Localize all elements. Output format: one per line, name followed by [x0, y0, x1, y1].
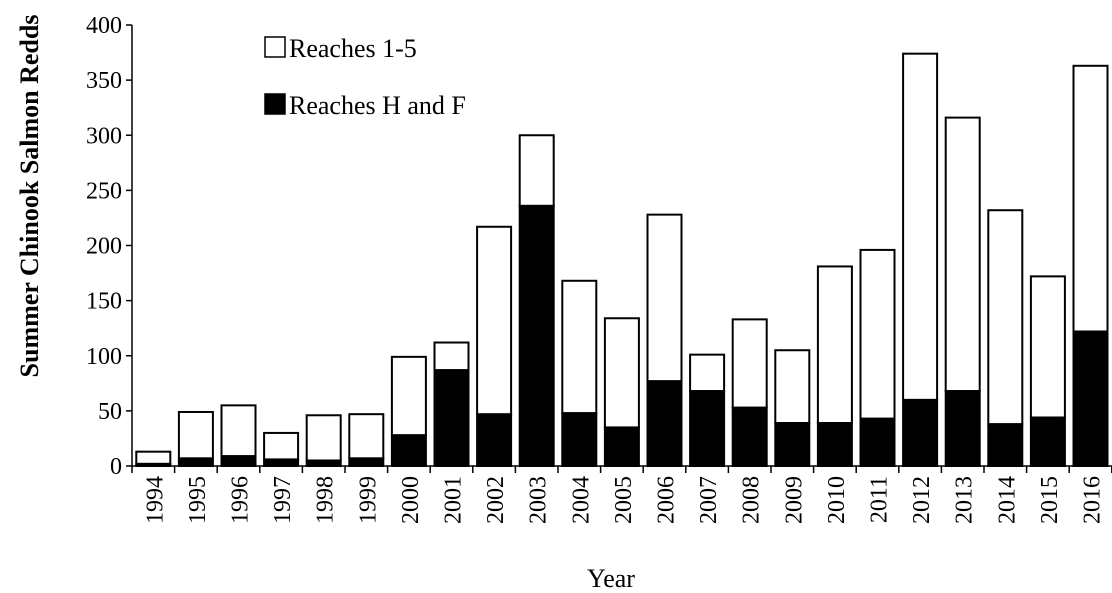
x-tick-label-2015: 2015 [1037, 476, 1063, 524]
bar-reaches-h-and-f-2011 [859, 417, 896, 467]
axes-layer [126, 24, 1112, 473]
bar-reaches-h-and-f-1995 [177, 457, 214, 467]
x-tick-label-1995: 1995 [185, 476, 211, 524]
x-tick-label-1998: 1998 [313, 476, 339, 524]
x-tick-label-2000: 2000 [398, 476, 424, 524]
legend-swatch-reaches-1-5 [264, 36, 286, 58]
bar-reaches-1-5-2010 [816, 265, 853, 425]
bar-reaches-h-and-f-2000 [390, 434, 427, 468]
bar-reaches-h-and-f-2014 [987, 423, 1024, 467]
x-tick-label-2013: 2013 [952, 476, 978, 524]
x-tick-label-1994: 1994 [142, 476, 168, 524]
x-tick-label-2011: 2011 [867, 476, 893, 523]
x-tick-label-2014: 2014 [994, 476, 1020, 524]
bar-reaches-1-5-2007 [689, 353, 726, 393]
bar-reaches-h-and-f-2003 [518, 204, 555, 467]
legend-label-reaches-1-5: Reaches 1-5 [289, 34, 417, 63]
legend-label-reaches-h-and-f: Reaches H and F [289, 91, 466, 120]
y-tick-label: 0 [110, 454, 122, 480]
legend-swatch-reaches-h-and-f [264, 93, 286, 115]
x-axis-title: Year [587, 564, 635, 593]
bar-reaches-1-5-2012 [902, 52, 939, 401]
x-tick-label-2003: 2003 [526, 476, 552, 524]
bar-reaches-1-5-1997 [263, 431, 300, 461]
bar-reaches-1-5-2013 [944, 116, 981, 393]
bar-reaches-h-and-f-2005 [603, 426, 640, 468]
bar-reaches-1-5-2014 [987, 209, 1024, 426]
bar-reaches-h-and-f-2010 [816, 422, 853, 467]
bar-reaches-1-5-2005 [603, 317, 640, 429]
y-tick-label: 250 [86, 178, 122, 204]
bar-reaches-h-and-f-2008 [731, 406, 768, 468]
bar-reaches-h-and-f-2013 [944, 390, 981, 467]
x-tick-label-2007: 2007 [696, 476, 722, 524]
bar-reaches-1-5-2002 [476, 225, 513, 416]
tick-labels-layer: 0 50 100 150 200 250 300 350 400 1994 1995 1996 1997… [86, 13, 1106, 524]
x-tick-label-2009: 2009 [781, 476, 807, 524]
bar-reaches-h-and-f-2006 [646, 380, 683, 467]
x-tick-label-2010: 2010 [824, 476, 850, 524]
bar-reaches-h-and-f-2007 [689, 390, 726, 467]
x-tick-label-2001: 2001 [441, 476, 467, 524]
bar-reaches-1-5-2006 [646, 213, 683, 383]
bar-reaches-1-5-2000 [390, 355, 427, 437]
bar-reaches-1-5-2004 [561, 279, 598, 415]
bars-layer [135, 52, 1109, 468]
bar-reaches-h-and-f-2016 [1072, 330, 1109, 467]
y-tick-label: 100 [86, 344, 122, 370]
bar-reaches-1-5-2001 [433, 341, 470, 372]
y-tick-label: 200 [86, 234, 122, 260]
bar-reaches-1-5-2016 [1072, 64, 1109, 333]
bar-reaches-h-and-f-2012 [902, 398, 939, 468]
y-tick-label: 350 [86, 68, 122, 94]
bar-reaches-1-5-2011 [859, 248, 896, 420]
x-tick-label-2002: 2002 [483, 476, 509, 524]
y-tick-label: 150 [86, 289, 122, 315]
y-tick-label: 50 [98, 399, 122, 425]
y-tick-label: 300 [86, 123, 122, 149]
x-tick-label-2012: 2012 [909, 476, 935, 524]
bar-reaches-1-5-2009 [774, 349, 811, 424]
x-tick-label-2008: 2008 [739, 476, 765, 524]
x-tick-label-1999: 1999 [355, 476, 381, 524]
bar-reaches-h-and-f-2009 [774, 422, 811, 467]
x-tick-label-2006: 2006 [654, 476, 680, 524]
bar-reaches-h-and-f-2002 [476, 413, 513, 467]
bar-reaches-h-and-f-2004 [561, 412, 598, 467]
x-tick-label-1997: 1997 [270, 476, 296, 524]
bar-reaches-h-and-f-2015 [1029, 416, 1066, 467]
bar-reaches-1-5-1994 [135, 450, 172, 465]
bar-reaches-1-5-1999 [348, 413, 385, 460]
x-tick-label-2016: 2016 [1080, 476, 1106, 524]
x-tick-label-2004: 2004 [568, 476, 594, 524]
bar-reaches-h-and-f-1999 [348, 457, 385, 467]
legend: Reaches 1-5 Reaches H and F [264, 34, 466, 120]
bar-reaches-h-and-f-2001 [433, 369, 470, 467]
y-tick-label: 400 [86, 13, 122, 39]
x-tick-label-1996: 1996 [228, 476, 254, 524]
bar-reaches-h-and-f-1996 [220, 455, 257, 467]
bar-reaches-1-5-1996 [220, 404, 257, 458]
bar-reaches-1-5-2008 [731, 318, 768, 409]
bar-reaches-1-5-2003 [518, 134, 555, 207]
bar-reaches-1-5-2015 [1029, 275, 1066, 419]
bar-reaches-1-5-1995 [177, 410, 214, 460]
bar-reaches-1-5-1998 [305, 414, 342, 462]
y-axis-title: Summer Chinook Salmon Redds [15, 15, 44, 378]
x-tick-label-2005: 2005 [611, 476, 637, 524]
